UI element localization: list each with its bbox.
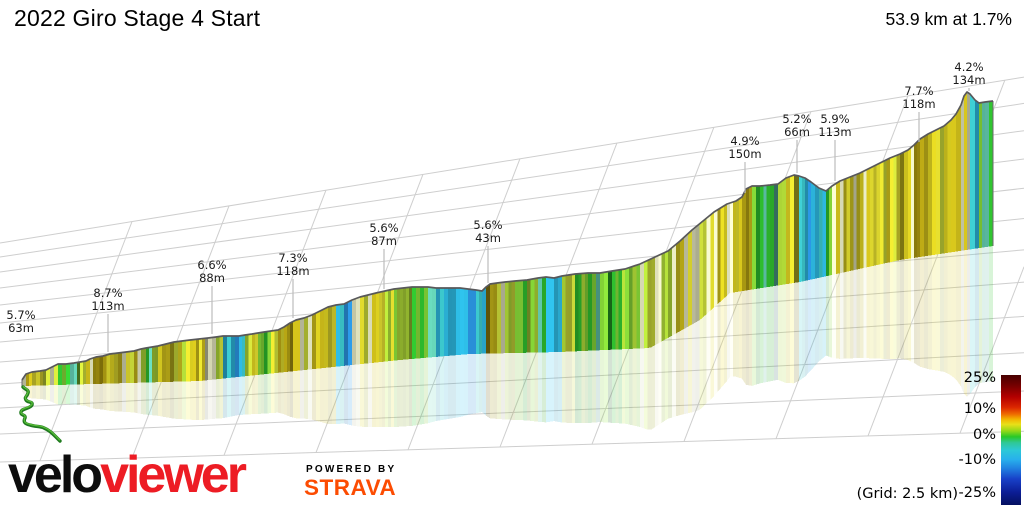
page-title: 2022 Giro Stage 4 Start	[14, 5, 261, 31]
climb-height-label: 113m	[818, 124, 852, 139]
legend-tick-label: 0%	[972, 427, 996, 443]
climb-height-label: 118m	[902, 96, 936, 111]
climb-height-label: 87m	[371, 233, 397, 248]
climb-annotation: 4.2% 134m	[927, 61, 1011, 86]
climb-annotation: 5.9% 113m	[793, 113, 877, 138]
ribbon-reflection	[22, 246, 993, 430]
powered-by-label: POWERED BY	[306, 464, 397, 475]
climb-gradient-label: 5.6%	[473, 218, 503, 232]
climb-annotation: 7.3% 118m	[251, 252, 335, 277]
climb-height-label: 113m	[91, 298, 125, 313]
climb-height-label: 43m	[475, 230, 501, 245]
climb-height-label: 134m	[952, 72, 986, 87]
grid-spacing-note: (Grid: 2.5 km)	[856, 486, 958, 502]
climb-annotation: 4.9% 150m	[703, 135, 787, 160]
climb-annotation: 6.6% 88m	[170, 259, 254, 284]
climb-height-label: 63m	[8, 320, 34, 335]
climb-gradient-label: 6.6%	[197, 258, 227, 272]
veloviewer-logo: veloviewer	[8, 446, 247, 504]
climb-gradient-label: 5.6%	[369, 221, 399, 235]
climb-height-label: 118m	[276, 263, 310, 278]
climb-gradient-label: 5.9%	[820, 112, 850, 126]
climb-height-label: 88m	[199, 270, 225, 285]
climb-height-label: 66m	[784, 124, 810, 139]
logo-velo-text: velo	[8, 446, 103, 504]
climb-gradient-label: 4.2%	[954, 60, 984, 74]
logo-viewer-text: viewer	[100, 446, 247, 504]
gradient-legend-bar	[1001, 375, 1021, 505]
climb-annotation: 5.6% 87m	[342, 222, 426, 247]
climb-annotation: 8.7% 113m	[66, 287, 150, 312]
annotation-leader-lines	[107, 88, 970, 352]
climb-annotation: 5.2% 66m	[755, 113, 839, 138]
route-summary: 53.9 km at 1.7%	[885, 9, 1012, 29]
ribbon-top-edge	[21, 91, 994, 381]
climb-gradient-label: 8.7%	[93, 286, 123, 300]
climb-gradient-label: 4.9%	[730, 134, 760, 148]
climb-gradient-label: 5.7%	[6, 308, 36, 322]
climb-gradient-label: 5.2%	[782, 112, 812, 126]
climb-gradient-label: 7.7%	[904, 84, 934, 98]
climb-gradient-label: 7.3%	[278, 251, 308, 265]
climb-height-label: 150m	[728, 146, 762, 161]
climb-annotation: 7.7% 118m	[877, 85, 961, 110]
legend-tick-label: 10%	[963, 401, 996, 417]
legend-tick-label: 25%	[963, 370, 996, 386]
elevation-ribbon	[21, 92, 994, 386]
legend-tick-label: -10%	[958, 452, 996, 468]
start-route-squiggle	[19, 385, 62, 443]
climb-annotation: 5.7% 63m	[0, 309, 63, 334]
strava-logo: STRAVA	[304, 475, 397, 500]
legend-tick-label: -25%	[958, 485, 996, 501]
climb-annotation: 5.6% 43m	[446, 219, 530, 244]
